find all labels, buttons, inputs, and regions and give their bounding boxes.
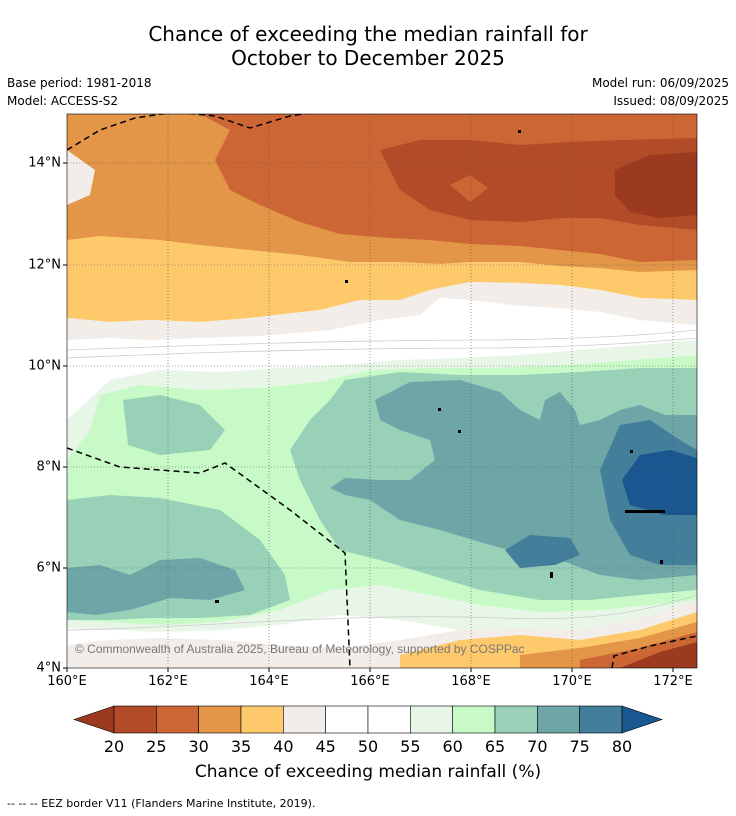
colorbar-tick-label: 35 (230, 737, 252, 756)
colorbar-segment (367, 705, 411, 734)
colorbar-over-triangle (621, 705, 663, 734)
colorbar-segment (325, 705, 369, 734)
colorbar-tick-label: 60 (442, 737, 463, 756)
colorbar-tick-label: 55 (400, 737, 421, 756)
meta-right: Model run: 06/09/2025 Issued: 08/09/2025 (592, 74, 729, 110)
lon-label-168e: 168°E (451, 674, 491, 689)
copyright-text: © Commonwealth of Australia 2025, Bureau… (75, 642, 525, 656)
base-period: Base period: 1981-2018 (7, 76, 152, 90)
colorbar (73, 705, 663, 734)
lon-label-166e: 166°E (350, 674, 390, 689)
model-name: Model: ACCESS-S2 (7, 94, 119, 108)
colorbar-tick-label: 25 (146, 737, 167, 756)
colorbar-title: Chance of exceeding median rainfall (%) (194, 762, 542, 782)
lon-label-162e: 162°E (148, 674, 188, 689)
colorbar-segment (579, 705, 623, 734)
colorbar-segment (156, 705, 199, 734)
colorbar-tick-label: 50 (357, 737, 379, 756)
colorbar-tick-label: 45 (315, 737, 336, 756)
colorbar-tick-label: 30 (188, 737, 209, 756)
colorbar-segment (113, 705, 157, 734)
map-contours: © Commonwealth of Australia 2025, Bureau… (67, 114, 697, 668)
map-title: Chance of exceeding the median rainfall … (0, 22, 736, 70)
axis-ticks (63, 162, 674, 672)
colorbar-tick-label: 80 (611, 737, 633, 756)
colorbar-segment (198, 705, 242, 734)
colorbar-segment (410, 705, 453, 734)
eez-footer-note: -- -- -- EEZ border V11 (Flanders Marine… (7, 797, 316, 810)
islands (215, 130, 665, 603)
graticule (67, 114, 697, 668)
colorbar-under-triangle (73, 705, 115, 734)
model-run: Model run: 06/09/2025 (591, 76, 729, 90)
lat-label-8n: 8°N (36, 459, 62, 475)
map-frame (66, 113, 698, 669)
title-line-2: October to December 2025 (231, 46, 505, 70)
lat-label-6n: 6°N (36, 560, 62, 576)
lon-label-172e: 172°E (653, 674, 693, 689)
eez-border (67, 114, 697, 668)
colorbar-tick-label: 20 (103, 737, 125, 756)
lat-label-14n: 14°N (28, 155, 61, 171)
colorbar-tick-label: 65 (484, 737, 506, 756)
colorbar-segment (537, 705, 580, 734)
lon-label-170e: 170°E (552, 674, 592, 689)
issued-date: Issued: 08/09/2025 (613, 94, 729, 108)
colorbar-tick-label: 70 (527, 737, 548, 756)
lon-label-160e: 160°E (47, 674, 87, 689)
colorbar-tick-label: 40 (273, 737, 294, 756)
colorbar-segment (240, 705, 284, 734)
colorbar-segment (283, 705, 326, 734)
title-line-1: Chance of exceeding the median rainfall … (148, 22, 588, 46)
lat-label-10n: 10°N (28, 358, 61, 374)
colorbar-segment (494, 705, 538, 734)
lon-label-164e: 164°E (249, 674, 289, 689)
lat-label-12n: 12°N (28, 257, 61, 273)
colorbar-segment (452, 705, 496, 734)
colorbar-tick-label: 75 (569, 737, 590, 756)
lat-label-4n: 4°N (36, 660, 62, 676)
meta-left: Base period: 1981-2018 Model: ACCESS-S2 (7, 74, 152, 110)
